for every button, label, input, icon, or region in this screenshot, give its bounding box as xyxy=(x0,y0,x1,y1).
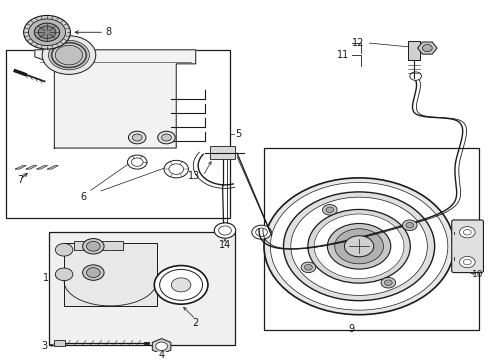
Circle shape xyxy=(55,45,82,65)
Bar xyxy=(5,50,229,218)
Circle shape xyxy=(38,26,56,39)
Circle shape xyxy=(218,226,231,235)
Polygon shape xyxy=(15,166,26,169)
Polygon shape xyxy=(417,42,436,54)
Circle shape xyxy=(380,278,395,288)
Circle shape xyxy=(422,45,431,51)
Text: 8: 8 xyxy=(105,27,111,37)
Circle shape xyxy=(86,268,100,278)
Text: 1: 1 xyxy=(43,273,49,283)
Circle shape xyxy=(23,15,70,49)
Bar xyxy=(54,340,65,346)
Circle shape xyxy=(334,229,383,264)
Circle shape xyxy=(402,220,416,230)
Circle shape xyxy=(301,262,315,273)
FancyBboxPatch shape xyxy=(451,220,483,273)
Text: 11: 11 xyxy=(336,50,348,60)
Text: 7: 7 xyxy=(17,175,23,185)
Bar xyxy=(264,148,478,330)
Bar xyxy=(407,41,419,60)
Circle shape xyxy=(82,239,104,254)
Circle shape xyxy=(251,225,271,239)
Circle shape xyxy=(463,259,470,265)
Circle shape xyxy=(304,265,312,270)
Circle shape xyxy=(327,224,390,269)
Text: 3: 3 xyxy=(41,341,47,351)
Text: 9: 9 xyxy=(348,324,354,334)
Circle shape xyxy=(463,229,470,235)
Circle shape xyxy=(344,236,373,257)
Text: 2: 2 xyxy=(192,319,199,328)
Text: 4: 4 xyxy=(158,350,164,360)
Circle shape xyxy=(270,183,447,310)
Text: 14: 14 xyxy=(219,239,231,249)
Circle shape xyxy=(322,204,336,215)
Circle shape xyxy=(42,36,96,75)
Circle shape xyxy=(55,268,73,281)
Polygon shape xyxy=(37,166,47,169)
Polygon shape xyxy=(26,166,37,169)
Text: 5: 5 xyxy=(234,129,241,139)
Circle shape xyxy=(154,266,207,304)
Circle shape xyxy=(28,19,65,46)
Circle shape xyxy=(161,134,171,141)
Polygon shape xyxy=(47,166,58,169)
Circle shape xyxy=(55,243,73,256)
Circle shape xyxy=(384,280,391,285)
Circle shape xyxy=(290,197,427,296)
Text: 12: 12 xyxy=(351,38,363,48)
Circle shape xyxy=(405,222,413,228)
Circle shape xyxy=(314,214,403,279)
Text: 10: 10 xyxy=(471,270,483,279)
Circle shape xyxy=(171,278,190,292)
Bar xyxy=(210,146,234,158)
Circle shape xyxy=(48,40,89,70)
Polygon shape xyxy=(152,338,170,354)
Circle shape xyxy=(307,210,409,283)
Circle shape xyxy=(163,160,188,178)
Circle shape xyxy=(168,164,183,174)
Circle shape xyxy=(156,342,167,351)
Circle shape xyxy=(127,155,147,169)
Bar xyxy=(64,243,157,306)
Text: 13: 13 xyxy=(188,171,200,181)
Text: 6: 6 xyxy=(81,192,86,202)
Bar xyxy=(49,232,234,345)
Circle shape xyxy=(255,228,267,237)
Circle shape xyxy=(86,241,100,251)
Circle shape xyxy=(214,223,235,238)
Circle shape xyxy=(409,72,421,80)
Circle shape xyxy=(34,23,60,41)
Circle shape xyxy=(283,192,434,301)
Circle shape xyxy=(158,131,175,144)
Circle shape xyxy=(459,256,474,268)
Circle shape xyxy=(128,131,146,144)
Circle shape xyxy=(159,269,202,300)
Circle shape xyxy=(82,265,104,280)
Circle shape xyxy=(264,178,453,315)
Bar xyxy=(74,241,122,250)
Circle shape xyxy=(132,134,142,141)
Circle shape xyxy=(459,227,474,238)
Polygon shape xyxy=(35,50,195,148)
Circle shape xyxy=(131,158,143,166)
Circle shape xyxy=(325,207,333,213)
